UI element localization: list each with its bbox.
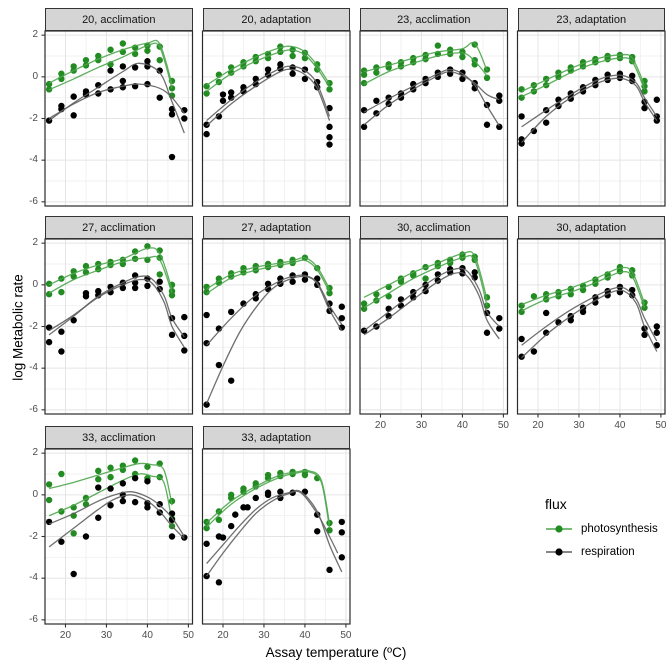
facet-panel-20-adaptation	[201, 30, 351, 207]
fit-curves-photosynthesis	[48, 39, 173, 91]
y-tick-label: -2	[29, 530, 38, 542]
facet-strip: 20, acclimation	[45, 8, 193, 31]
facet-strip-label: 30, adaptation	[556, 221, 627, 234]
facet-strip-label: 23, adaptation	[556, 13, 627, 26]
x-tick-label: 30	[100, 630, 113, 641]
x-tick-label: 30	[573, 420, 585, 431]
y-tick-label: -2	[29, 320, 38, 332]
photosynthesis-key-icon	[546, 525, 572, 533]
y-tick-label: 0	[32, 278, 38, 290]
fit-curves-respiration	[363, 68, 500, 127]
facet-strip: 23, acclimation	[360, 8, 508, 31]
facet-panel-33-acclimation	[41, 448, 194, 628]
y-tick-label: 2	[32, 29, 38, 41]
facet-panel-30-acclimation	[359, 238, 509, 418]
y-tick-label: -6	[29, 403, 38, 415]
facet-strip-label: 30, acclimation	[397, 221, 471, 234]
facet-strip-label: 33, acclimation	[82, 431, 156, 444]
fit-curves-respiration	[521, 286, 658, 359]
x-tick-label: 30	[415, 420, 428, 431]
x-tick-label: 40	[299, 630, 311, 641]
fit-curves-respiration	[206, 65, 331, 127]
legend-label-respiration: respiration	[581, 546, 635, 558]
facet-panel-30-adaptation	[516, 238, 666, 418]
facet-panel-23-adaptation	[516, 30, 666, 207]
facet-panel-20-acclimation	[41, 30, 194, 207]
fit-curves-photosynthesis	[206, 469, 331, 529]
facet-strip: 33, adaptation	[202, 426, 350, 449]
legend-label-photosynthesis: photosynthesis	[581, 523, 658, 535]
y-tick-label: -6	[29, 195, 38, 207]
facet-panel-27-adaptation	[201, 238, 351, 415]
fit-curves-respiration	[521, 74, 658, 143]
x-axis-title: Assay temperature (ºC)	[265, 645, 407, 660]
fit-curves-photosynthesis	[48, 247, 173, 294]
fit-curves-respiration	[363, 267, 500, 340]
legend: flux photosynthesis respiration	[545, 496, 658, 568]
fit-curves-photosynthesis	[521, 266, 646, 312]
y-tick-label: -2	[29, 112, 38, 124]
facet-strip: 33, acclimation	[45, 426, 193, 449]
legend-title: flux	[545, 496, 567, 512]
fit-curves-respiration	[206, 274, 343, 404]
respiration-key-icon	[546, 548, 572, 556]
facet-strip: 30, acclimation	[360, 216, 508, 239]
facet-strip: 20, adaptation	[202, 8, 350, 31]
fit-curves-photosynthesis	[363, 41, 488, 85]
x-tick-label: 50	[655, 420, 667, 431]
x-tick-label: 20	[217, 630, 229, 641]
y-tick-label: -4	[29, 362, 38, 374]
y-tick-label: -6	[29, 613, 38, 625]
fit-curves-photosynthesis	[206, 256, 331, 295]
fit-curves-photosynthesis	[206, 45, 331, 92]
x-tick-label: 50	[497, 420, 509, 431]
fit-curves-respiration	[48, 491, 185, 548]
facet-strip-label: 27, acclimation	[82, 221, 156, 234]
y-tick-label: -4	[29, 154, 38, 166]
legend-item-respiration: respiration	[545, 545, 658, 559]
fit-curves-respiration	[206, 489, 343, 577]
facet-panel-23-acclimation	[359, 30, 509, 207]
x-tick-label: 40	[614, 420, 626, 431]
facet-strip-label: 20, adaptation	[241, 13, 312, 26]
fit-curves-photosynthesis	[521, 53, 646, 98]
y-tick-label: 2	[32, 237, 38, 249]
fit-curves-photosynthesis	[363, 250, 488, 309]
facet-strip-label: 20, acclimation	[82, 13, 156, 26]
facet-strip: 23, adaptation	[517, 8, 665, 31]
y-tick-label: 2	[32, 447, 38, 459]
legend-item-photosynthesis: photosynthesis	[545, 522, 658, 536]
facet-strip: 27, acclimation	[45, 216, 193, 239]
y-axis-title: log Metabolic rate	[10, 274, 26, 381]
facet-strip-label: 23, acclimation	[397, 13, 471, 26]
y-tick-label: -4	[29, 572, 38, 584]
x-tick-label: 40	[456, 420, 468, 431]
points-respiration	[203, 61, 333, 148]
fit-curves-respiration	[48, 62, 185, 134]
x-tick-label: 50	[182, 630, 194, 641]
x-tick-label: 20	[59, 630, 72, 641]
facet-strip: 30, adaptation	[517, 216, 665, 239]
facet-strip-label: 27, adaptation	[241, 221, 312, 234]
x-tick-label: 50	[340, 630, 352, 641]
facet-panel-27-acclimation	[41, 238, 194, 415]
x-tick-label: 30	[258, 630, 270, 641]
x-tick-label: 40	[141, 630, 153, 641]
y-tick-label: 0	[32, 488, 38, 500]
points-respiration	[45, 474, 188, 578]
x-tick-label: 20	[532, 420, 544, 431]
y-tick-label: 0	[32, 70, 38, 82]
facet-strip: 27, adaptation	[202, 216, 350, 239]
facet-strip-label: 33, adaptation	[241, 431, 312, 444]
facet-panel-33-adaptation	[201, 448, 351, 628]
x-tick-label: 20	[374, 420, 387, 431]
fit-curves-respiration	[48, 275, 185, 348]
fit-curves-photosynthesis	[48, 462, 173, 523]
